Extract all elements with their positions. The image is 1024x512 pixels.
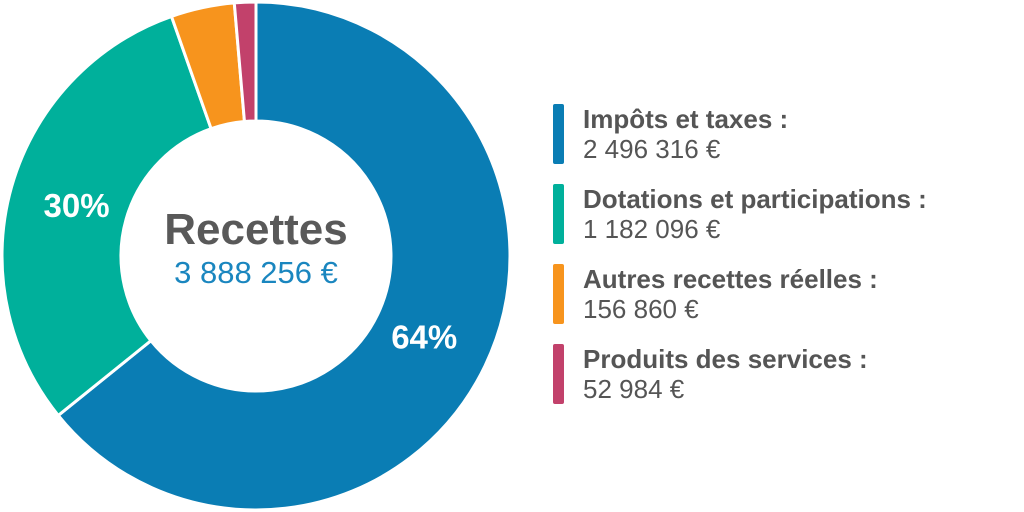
donut-slice	[232, 0, 258, 123]
legend-color-swatch	[553, 344, 564, 404]
slice-percent-label: 64%	[391, 318, 457, 355]
percent-labels: 64% 30%	[44, 187, 458, 355]
legend-label: Dotations et participations :	[583, 184, 927, 214]
slice-percent-label: 30%	[44, 187, 110, 224]
legend-item-autres-recettes: Autres recettes réelles : 156 860 €	[553, 264, 1013, 324]
legend-color-swatch	[553, 184, 564, 244]
donut-slices	[0, 0, 512, 512]
donut-slice	[56, 0, 512, 512]
donut-chart: 64% 30% Recettes 3 888 256 €	[0, 0, 512, 512]
legend-color-swatch	[553, 104, 564, 164]
legend-value: 156 860 €	[583, 294, 699, 324]
legend-value: 52 984 €	[583, 374, 685, 404]
legend-value: 2 496 316 €	[583, 134, 721, 164]
center-title: Recettes	[164, 205, 347, 254]
legend-item-impots: Impôts et taxes : 2 496 316 €	[553, 104, 1013, 164]
legend: Impôts et taxes : 2 496 316 € Dotations …	[553, 104, 1013, 424]
legend-label: Impôts et taxes :	[583, 104, 789, 134]
center-total: 3 888 256 €	[174, 255, 338, 290]
legend-value: 1 182 096 €	[583, 214, 721, 244]
legend-label: Produits des services :	[583, 344, 868, 374]
legend-color-swatch	[553, 264, 564, 324]
donut-slice	[0, 14, 213, 417]
legend-item-dotations: Dotations et participations : 1 182 096 …	[553, 184, 1013, 244]
legend-item-produits-services: Produits des services : 52 984 €	[553, 344, 1013, 404]
legend-label: Autres recettes réelles :	[583, 264, 878, 294]
